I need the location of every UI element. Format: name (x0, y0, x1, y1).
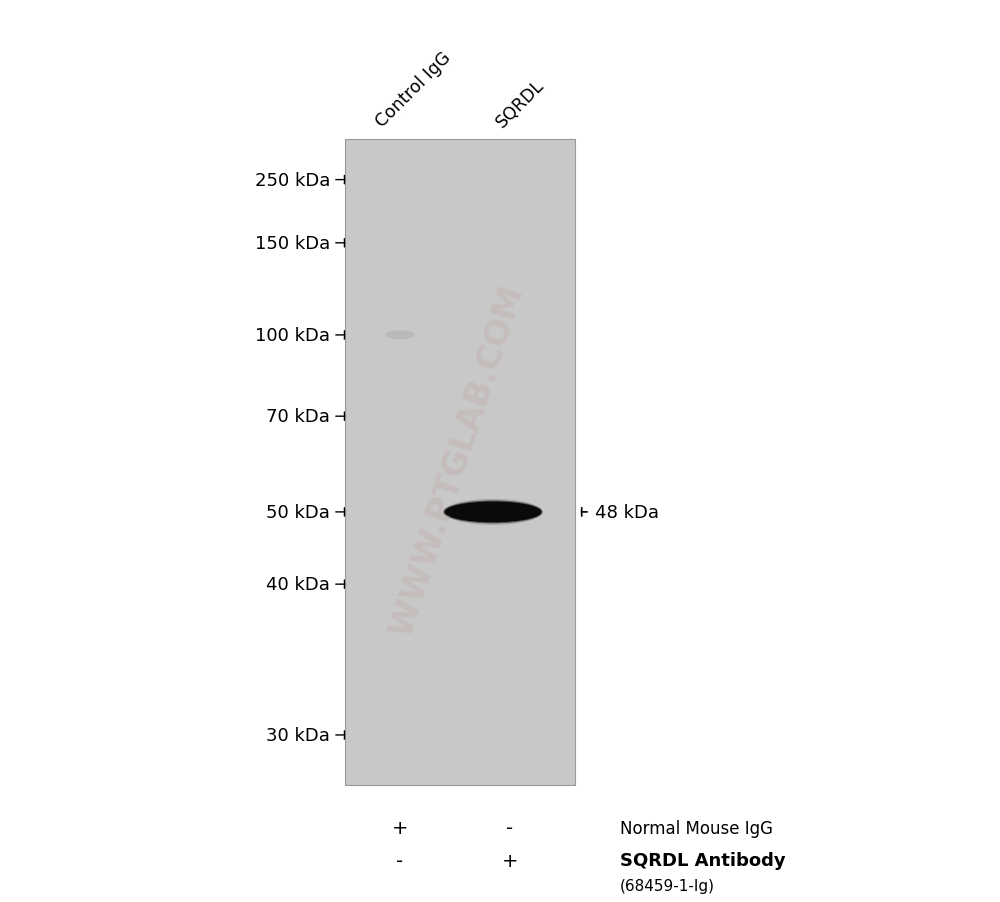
Text: 40 kDa: 40 kDa (266, 575, 330, 594)
Text: 48 kDa: 48 kDa (595, 503, 659, 521)
Text: 30 kDa: 30 kDa (266, 726, 330, 744)
Text: -: - (396, 851, 404, 870)
Text: +: + (392, 818, 408, 838)
Text: 70 kDa: 70 kDa (266, 408, 330, 426)
Text: 50 kDa: 50 kDa (266, 503, 330, 521)
Ellipse shape (444, 501, 542, 524)
Ellipse shape (445, 502, 541, 523)
Text: SQRDL: SQRDL (492, 76, 547, 131)
Text: WWW.PTGLAB.COM: WWW.PTGLAB.COM (386, 281, 530, 640)
Ellipse shape (385, 331, 415, 340)
Text: (68459-1-Ig): (68459-1-Ig) (620, 879, 715, 893)
Text: SQRDL Antibody: SQRDL Antibody (620, 851, 786, 870)
Text: Control IgG: Control IgG (372, 49, 455, 131)
Text: Normal Mouse IgG: Normal Mouse IgG (620, 819, 773, 837)
Text: +: + (502, 851, 518, 870)
Text: 150 kDa: 150 kDa (255, 235, 330, 253)
Text: -: - (506, 818, 514, 838)
Text: 100 kDa: 100 kDa (255, 327, 330, 345)
Text: 250 kDa: 250 kDa (255, 171, 330, 189)
Ellipse shape (446, 502, 540, 522)
Bar (345, 140, 575, 785)
Ellipse shape (443, 500, 543, 525)
